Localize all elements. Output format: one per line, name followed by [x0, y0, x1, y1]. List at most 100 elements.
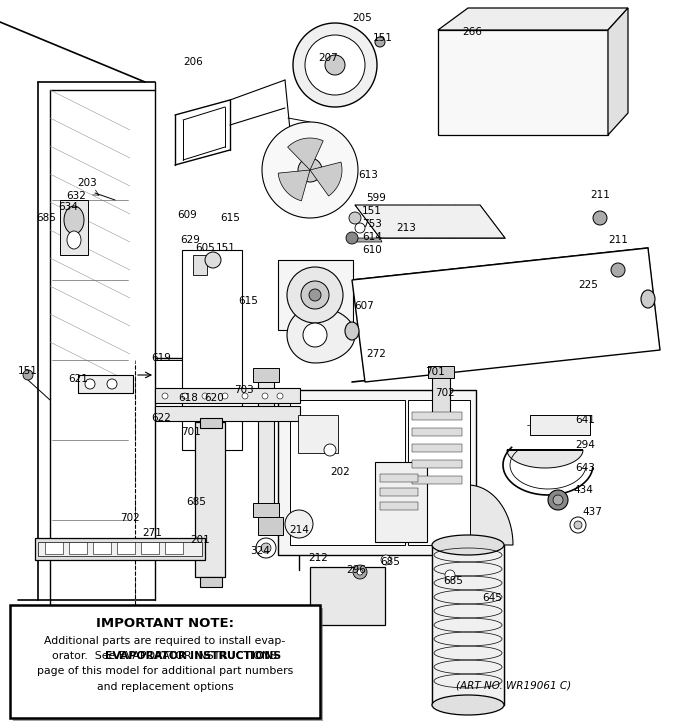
- Text: 607: 607: [354, 301, 374, 311]
- Circle shape: [349, 212, 361, 224]
- Polygon shape: [608, 8, 628, 135]
- Text: 225: 225: [578, 280, 598, 290]
- Text: 643: 643: [575, 463, 595, 473]
- Bar: [117, 542, 135, 554]
- Bar: [182, 250, 242, 450]
- Circle shape: [256, 538, 276, 558]
- Bar: [38, 542, 202, 556]
- Polygon shape: [288, 138, 323, 170]
- Bar: [165, 542, 183, 554]
- Text: IMPORTANT NOTE:: IMPORTANT NOTE:: [96, 617, 234, 630]
- Text: 211: 211: [590, 190, 610, 200]
- Circle shape: [285, 510, 313, 538]
- Ellipse shape: [64, 206, 84, 234]
- Ellipse shape: [432, 695, 504, 715]
- Circle shape: [262, 122, 358, 218]
- Circle shape: [309, 289, 321, 301]
- Circle shape: [222, 393, 228, 399]
- Bar: [290, 400, 405, 545]
- Circle shape: [202, 393, 208, 399]
- Text: 703: 703: [234, 385, 254, 395]
- Text: 151: 151: [216, 243, 236, 253]
- Bar: [193, 255, 207, 275]
- Text: 271: 271: [142, 528, 162, 538]
- Text: 615: 615: [220, 213, 240, 223]
- Text: 205: 205: [352, 13, 372, 23]
- Text: 629: 629: [180, 235, 200, 245]
- Bar: [412, 444, 462, 452]
- Circle shape: [242, 393, 248, 399]
- Text: 203: 203: [77, 178, 97, 188]
- Polygon shape: [423, 485, 513, 545]
- Circle shape: [303, 323, 327, 347]
- Bar: [60, 200, 88, 255]
- Circle shape: [324, 444, 336, 456]
- Circle shape: [298, 158, 322, 182]
- Bar: [432, 545, 504, 705]
- Bar: [195, 422, 225, 577]
- Circle shape: [293, 23, 377, 107]
- Text: 701: 701: [181, 427, 201, 437]
- Bar: [13, 608, 322, 721]
- Bar: [380, 474, 418, 482]
- Bar: [278, 260, 353, 330]
- Circle shape: [162, 393, 168, 399]
- Polygon shape: [278, 170, 310, 201]
- Text: 619: 619: [151, 353, 171, 363]
- Bar: [412, 476, 462, 484]
- Ellipse shape: [432, 535, 504, 555]
- Text: 620: 620: [204, 393, 224, 403]
- Polygon shape: [310, 162, 342, 196]
- Text: 151: 151: [373, 33, 393, 43]
- Text: 685: 685: [443, 576, 463, 586]
- Polygon shape: [507, 450, 583, 468]
- Bar: [438, 30, 608, 135]
- Bar: [408, 400, 470, 545]
- Bar: [69, 542, 87, 554]
- Bar: [253, 503, 279, 517]
- Ellipse shape: [67, 231, 81, 249]
- Polygon shape: [352, 248, 660, 382]
- Circle shape: [346, 232, 358, 244]
- Text: 685: 685: [380, 557, 400, 567]
- Bar: [258, 517, 283, 535]
- Bar: [278, 390, 476, 555]
- Bar: [530, 415, 590, 435]
- Bar: [375, 462, 427, 542]
- Text: 214: 214: [289, 525, 309, 535]
- Bar: [93, 542, 111, 554]
- Text: 599: 599: [366, 193, 386, 203]
- Circle shape: [261, 543, 271, 553]
- Circle shape: [305, 35, 365, 95]
- Bar: [258, 372, 274, 517]
- Bar: [155, 388, 300, 403]
- Text: 211: 211: [608, 235, 628, 245]
- Text: 753: 753: [362, 219, 382, 229]
- Text: 151: 151: [18, 366, 38, 376]
- Circle shape: [182, 393, 188, 399]
- Text: 213: 213: [396, 223, 416, 233]
- Circle shape: [301, 281, 329, 309]
- Text: 702: 702: [435, 388, 455, 398]
- Polygon shape: [355, 238, 382, 242]
- Text: 296: 296: [346, 565, 366, 575]
- Text: 621: 621: [68, 374, 88, 384]
- Circle shape: [570, 517, 586, 533]
- Text: 201: 201: [190, 535, 210, 545]
- Text: Additional parts are required to install evap-: Additional parts are required to install…: [44, 637, 286, 647]
- Bar: [310, 567, 385, 625]
- Text: 641: 641: [575, 415, 595, 425]
- Bar: [141, 542, 159, 554]
- Circle shape: [593, 211, 607, 225]
- Bar: [380, 488, 418, 496]
- Text: orator.  See EVAPORATOR INSTRUCTIONS: orator. See EVAPORATOR INSTRUCTIONS: [52, 651, 277, 661]
- Bar: [380, 502, 418, 510]
- Circle shape: [445, 570, 455, 580]
- Polygon shape: [438, 8, 628, 30]
- Circle shape: [357, 569, 363, 575]
- Text: 437: 437: [582, 507, 602, 517]
- Ellipse shape: [641, 290, 655, 308]
- Text: 685: 685: [36, 213, 56, 223]
- Text: 294: 294: [575, 440, 595, 450]
- Circle shape: [353, 565, 367, 579]
